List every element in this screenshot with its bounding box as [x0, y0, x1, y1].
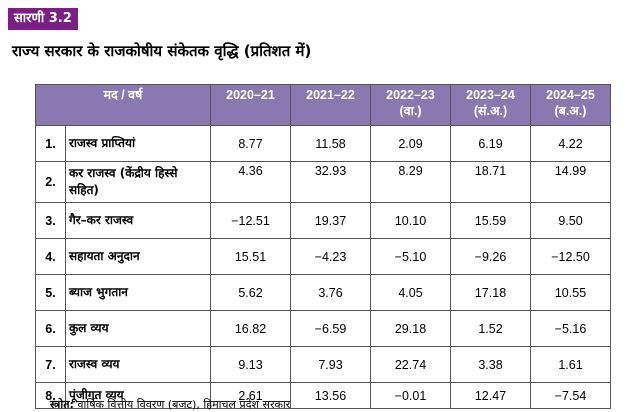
row-value: 2.09 — [370, 125, 451, 162]
row-number: 5. — [35, 274, 66, 311]
row-value: 10.55 — [530, 274, 611, 311]
table-header: मद / वर्ष 2020–21 2021–22 2022–23 (वा.) … — [35, 84, 611, 126]
row-value: 4.36 — [210, 161, 291, 203]
row-number: 1. — [35, 125, 66, 162]
year-label: 2023–24 — [466, 88, 515, 102]
header-year: 2020–21 — [210, 84, 291, 126]
header-year: 2024–25 (ब.अ.) — [530, 84, 611, 126]
year-label: 2022–23 — [386, 88, 435, 102]
year-note: (सं.अ.) — [473, 104, 508, 118]
row-value: −5.16 — [530, 310, 611, 347]
table-row: 6. कुल व्यय 16.82 −6.59 29.18 1.52 −5.16 — [35, 310, 611, 347]
row-number: 2. — [35, 161, 66, 203]
row-value: 12.47 — [450, 382, 531, 409]
header-item-year: मद / वर्ष — [35, 84, 211, 126]
row-value: 8.77 — [210, 125, 291, 162]
source-label: स्त्रोत: — [50, 398, 74, 411]
table-row: 2. कर राजस्व (केंद्रीय हिस्से सहित) 4.36… — [35, 161, 611, 203]
source-text: वार्षिक वित्तीय विवरण (बजट), हिमाचल प्रद… — [77, 398, 291, 411]
row-value: 16.82 — [210, 310, 291, 347]
row-value: 3.76 — [290, 274, 371, 311]
row-item: राजस्व व्यय — [65, 346, 211, 383]
header-year: 2021–22 — [290, 84, 371, 126]
row-item: कर राजस्व (केंद्रीय हिस्से सहित) — [65, 161, 211, 203]
table-number-badge: सारणी 3.2 — [8, 8, 78, 30]
row-value: −0.01 — [370, 382, 451, 409]
header-year: 2023–24 (सं.अ.) — [450, 84, 531, 126]
row-value: 32.93 — [290, 161, 371, 203]
table-body: 1. राजस्व प्राप्तियां 8.77 11.58 2.09 6.… — [35, 125, 611, 409]
fiscal-indicators-table: मद / वर्ष 2020–21 2021–22 2022–23 (वा.) … — [35, 84, 611, 409]
row-value: 11.58 — [290, 125, 371, 162]
row-item: सहायता अनुदान — [65, 238, 211, 275]
table-row: 4. सहायता अनुदान 15.51 −4.23 −5.10 −9.26… — [35, 238, 611, 275]
header-year: 2022–23 (वा.) — [370, 84, 451, 126]
year-label: 2024–25 — [546, 88, 595, 102]
row-value: 7.93 — [290, 346, 371, 383]
row-value: 3.38 — [450, 346, 531, 383]
header-row: मद / वर्ष 2020–21 2021–22 2022–23 (वा.) … — [35, 84, 611, 126]
row-value: 9.13 — [210, 346, 291, 383]
row-number: 4. — [35, 238, 66, 275]
row-value: 15.51 — [210, 238, 291, 275]
row-value: 18.71 — [450, 161, 531, 203]
row-value: 15.59 — [450, 202, 531, 239]
row-item: गैर–कर राजस्व — [65, 202, 211, 239]
row-value: −6.59 — [290, 310, 371, 347]
row-value: 4.05 — [370, 274, 451, 311]
year-label: 2020–21 — [226, 88, 275, 102]
table-title: राज्य सरकार के राजकोषीय संकेतक वृद्धि (प… — [12, 42, 312, 60]
year-label: 2021–22 — [306, 88, 355, 102]
row-value: 29.18 — [370, 310, 451, 347]
row-number: 8. — [35, 382, 66, 409]
row-number: 7. — [35, 346, 66, 383]
row-value: −12.50 — [530, 238, 611, 275]
year-note: (ब.अ.) — [554, 104, 587, 118]
row-value: −7.54 — [530, 382, 611, 409]
row-value: −12.51 — [210, 202, 291, 239]
year-note: (वा.) — [399, 104, 422, 118]
row-value: 10.10 — [370, 202, 451, 239]
row-value: 1.61 — [530, 346, 611, 383]
row-value: −5.10 — [370, 238, 451, 275]
row-value: 1.52 — [450, 310, 531, 347]
table-row: 1. राजस्व प्राप्तियां 8.77 11.58 2.09 6.… — [35, 125, 611, 162]
row-value: 14.99 — [530, 161, 611, 203]
table-row: 7. राजस्व व्यय 9.13 7.93 22.74 3.38 1.61 — [35, 346, 611, 383]
row-value: 4.22 — [530, 125, 611, 162]
row-value: 13.56 — [290, 382, 371, 409]
table-row: 8. पूंजीगत व्यय 2.61 13.56 −0.01 12.47 −… — [35, 382, 611, 409]
row-value: −9.26 — [450, 238, 531, 275]
row-value: 22.74 — [370, 346, 451, 383]
row-item: कुल व्यय — [65, 310, 211, 347]
row-value: −4.23 — [290, 238, 371, 275]
row-value: 6.19 — [450, 125, 531, 162]
table-row: 3. गैर–कर राजस्व −12.51 19.37 10.10 15.5… — [35, 202, 611, 239]
source-note: स्त्रोत: वार्षिक वित्तीय विवरण (बजट), हि… — [50, 397, 290, 412]
row-value: 8.29 — [370, 161, 451, 203]
row-value: 17.18 — [450, 274, 531, 311]
row-item: राजस्व प्राप्तियां — [65, 125, 211, 162]
row-value: 19.37 — [290, 202, 371, 239]
row-number: 6. — [35, 310, 66, 347]
row-number: 3. — [35, 202, 66, 239]
row-value: 5.62 — [210, 274, 291, 311]
row-value: 9.50 — [530, 202, 611, 239]
row-item: ब्याज भुगतान — [65, 274, 211, 311]
table-row: 5. ब्याज भुगतान 5.62 3.76 4.05 17.18 10.… — [35, 274, 611, 311]
